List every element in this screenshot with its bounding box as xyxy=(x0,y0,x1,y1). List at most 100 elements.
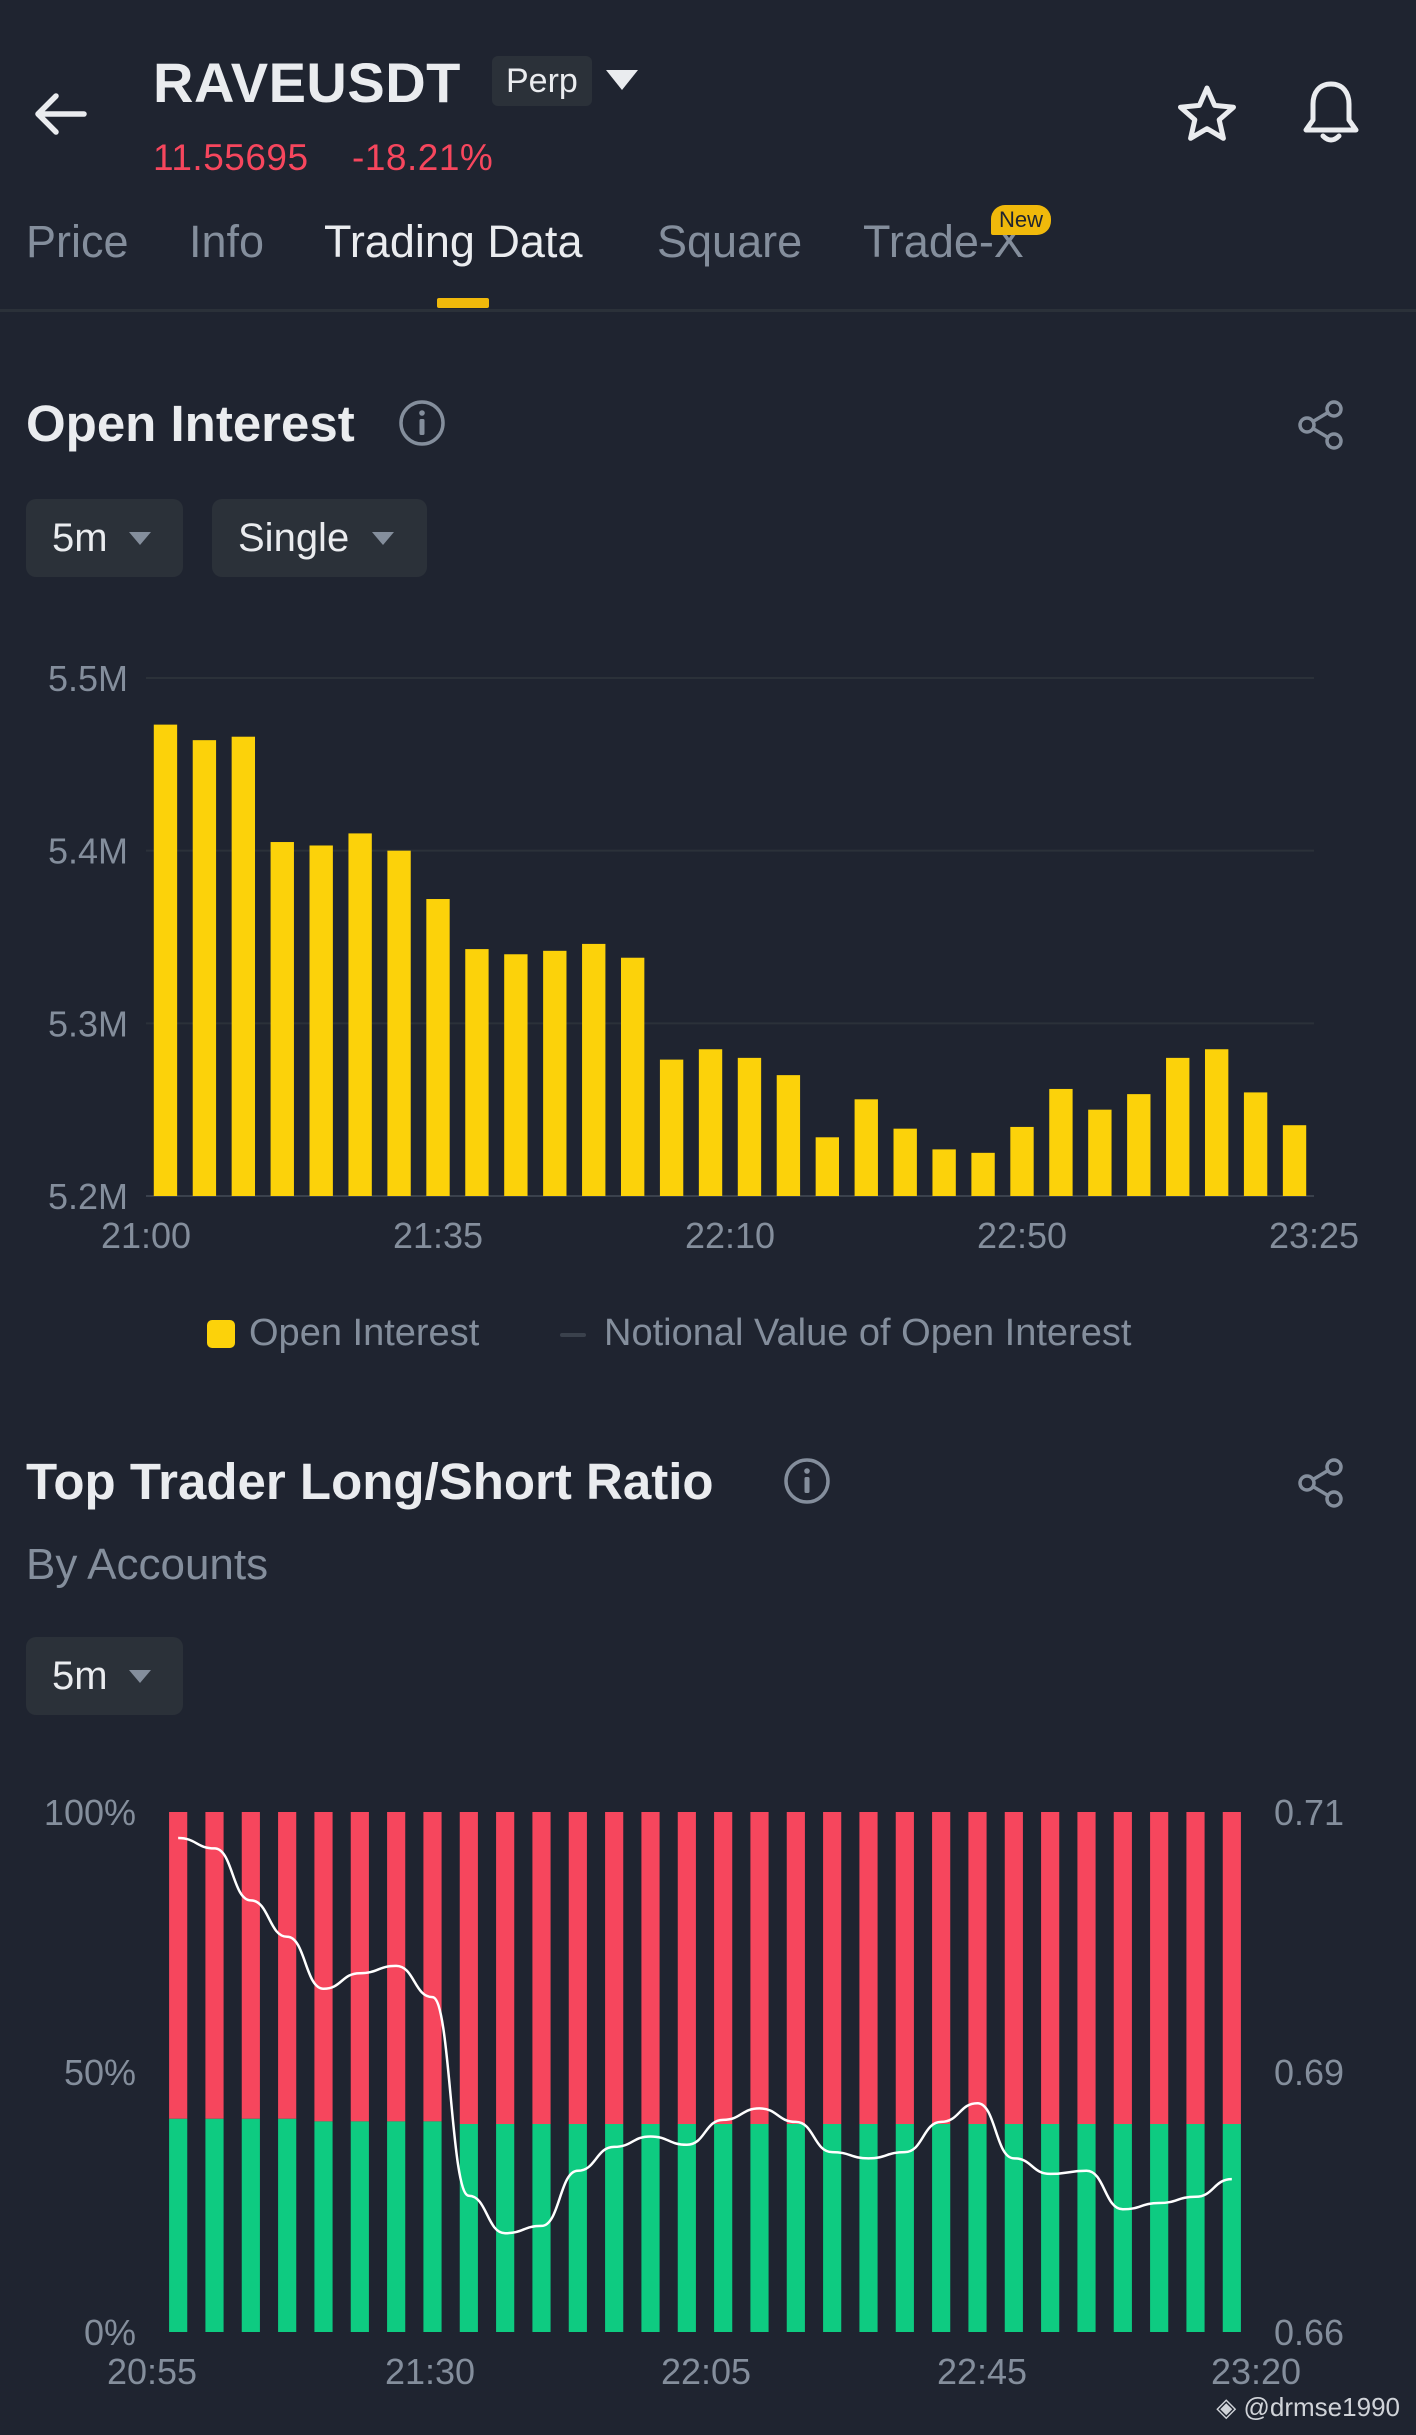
short-ratio-bar xyxy=(496,1812,515,2124)
long-ratio-bar xyxy=(205,2118,224,2332)
short-ratio-bar xyxy=(786,1812,805,2124)
info-icon xyxy=(399,400,445,446)
new-badge: New xyxy=(991,205,1052,235)
long-short-chart: 0% 50% 100% 0.66 0.69 0.71 20:55 21:30 22:05 22:4… xyxy=(44,1792,1344,2392)
short-ratio-bar xyxy=(932,1812,951,2124)
short-ratio-bar xyxy=(314,1812,333,2122)
open-interest-bar xyxy=(1127,1094,1151,1196)
short-ratio-bar xyxy=(568,1812,587,2124)
open-interest-title: Open Interest xyxy=(26,395,355,452)
long-ratio-bar xyxy=(750,2124,769,2332)
price-change-percent: -18.21% xyxy=(352,137,494,178)
x-tick-label: 23:25 xyxy=(1269,1215,1359,1256)
short-ratio-bar xyxy=(532,1812,551,2124)
open-interest-bar xyxy=(932,1149,956,1196)
open-interest-bar xyxy=(698,1049,723,1196)
open-interest-bar xyxy=(737,1057,762,1196)
open-interest-share-button[interactable] xyxy=(1294,398,1348,452)
short-ratio-bar xyxy=(677,1812,696,2124)
star-icon xyxy=(1178,85,1236,141)
open-interest-bar xyxy=(387,850,411,1196)
open-interest-bar xyxy=(1010,1126,1034,1196)
x-tick-label: 20:55 xyxy=(107,2351,197,2392)
open-interest-bar xyxy=(659,1059,684,1196)
long-short-subtitle: By Accounts xyxy=(26,1540,269,1589)
long-short-info-button[interactable] xyxy=(782,1456,832,1506)
x-tick-label: 22:05 xyxy=(661,2351,751,2392)
long-ratio-bar xyxy=(1113,2124,1132,2332)
long-ratio-bar xyxy=(387,2121,406,2332)
long-ratio-bar xyxy=(1004,2124,1023,2332)
price-alert-button[interactable] xyxy=(1300,78,1362,146)
short-ratio-bar xyxy=(169,1812,188,2119)
open-interest-bar xyxy=(1049,1088,1073,1196)
open-interest-bar xyxy=(1166,1057,1190,1196)
long-ratio-bar xyxy=(932,2124,951,2332)
tab-info[interactable]: Info xyxy=(189,216,265,267)
open-interest-bar xyxy=(504,954,528,1196)
legend-swatch-yellow xyxy=(207,1320,235,1348)
open-interest-bar xyxy=(1088,1109,1112,1196)
open-interest-bar xyxy=(270,842,294,1196)
y-tick-label: 5.4M xyxy=(48,831,128,872)
back-arrow-icon xyxy=(35,93,87,135)
long-ratio-bar xyxy=(350,2121,369,2332)
long-ratio-bar xyxy=(1222,2124,1241,2332)
x-tick-label: 21:00 xyxy=(101,1215,191,1256)
long-short-interval-select[interactable]: 5m xyxy=(26,1637,183,1715)
long-ratio-bar xyxy=(859,2124,878,2332)
long-ratio-bar xyxy=(1077,2124,1096,2332)
open-interest-bar xyxy=(776,1075,801,1196)
y-left-tick-label: 50% xyxy=(64,2052,136,2093)
long-ratio-bar xyxy=(823,2124,842,2332)
open-interest-bar xyxy=(543,950,567,1196)
share-icon xyxy=(1298,1458,1343,1508)
tabs-divider xyxy=(0,309,1416,312)
short-ratio-bar xyxy=(1150,1812,1169,2124)
interval-value: 5m xyxy=(52,1654,108,1698)
tab-square[interactable]: Square xyxy=(657,216,803,267)
share-icon xyxy=(1298,400,1343,450)
y-right-tick-label: 0.71 xyxy=(1274,1792,1344,1833)
bell-icon xyxy=(1303,81,1359,143)
short-ratio-bar xyxy=(1222,1812,1241,2124)
open-interest-bar xyxy=(971,1152,995,1196)
open-interest-bar xyxy=(1282,1125,1307,1196)
favorite-star-button[interactable] xyxy=(1176,84,1238,144)
y-tick-label: 5.2M xyxy=(48,1176,128,1217)
active-tab-indicator xyxy=(437,298,489,308)
open-interest-bar xyxy=(465,949,489,1196)
y-right-tick-label: 0.66 xyxy=(1274,2312,1344,2353)
tab-trading-data[interactable]: Trading Data xyxy=(324,216,583,267)
short-ratio-bar xyxy=(1113,1812,1132,2124)
short-ratio-bar xyxy=(895,1812,914,2124)
open-interest-info-button[interactable] xyxy=(397,398,447,448)
tab-price[interactable]: Price xyxy=(26,216,129,267)
short-ratio-bar xyxy=(423,1812,442,2122)
open-interest-bar xyxy=(582,943,606,1196)
legend-line-swatch xyxy=(560,1333,586,1337)
x-tick-label: 22:10 xyxy=(685,1215,775,1256)
short-ratio-bar xyxy=(1186,1812,1205,2124)
back-button[interactable] xyxy=(30,88,90,140)
short-ratio-bar xyxy=(1077,1812,1096,2124)
open-interest-interval-select[interactable]: 5m xyxy=(26,499,183,577)
x-tick-label: 22:45 xyxy=(937,2351,1027,2392)
short-ratio-bar xyxy=(459,1812,478,2124)
short-ratio-bar xyxy=(1004,1812,1023,2124)
symbol-title[interactable]: RAVEUSDT xyxy=(153,51,461,114)
symbol-dropdown-caret-icon[interactable] xyxy=(606,70,638,90)
open-interest-bar xyxy=(309,845,333,1196)
long-short-share-button[interactable] xyxy=(1294,1456,1348,1510)
open-interest-bar xyxy=(348,833,372,1196)
short-ratio-bar xyxy=(714,1812,733,2124)
short-ratio-bar xyxy=(605,1812,624,2124)
long-ratio-bar xyxy=(532,2124,551,2332)
open-interest-chart: 5.2M 5.3M 5.4M 5.5M 21:00 21:35 22:10 22:50 23:2… xyxy=(48,658,1359,1256)
legend-label: Open Interest xyxy=(249,1312,480,1354)
chevron-down-icon xyxy=(129,532,151,545)
open-interest-mode-select[interactable]: Single xyxy=(212,499,427,577)
watermark: ◈ @drmse1990 xyxy=(1216,2392,1400,2423)
y-tick-label: 5.3M xyxy=(48,1003,128,1044)
x-tick-label: 21:30 xyxy=(385,2351,475,2392)
